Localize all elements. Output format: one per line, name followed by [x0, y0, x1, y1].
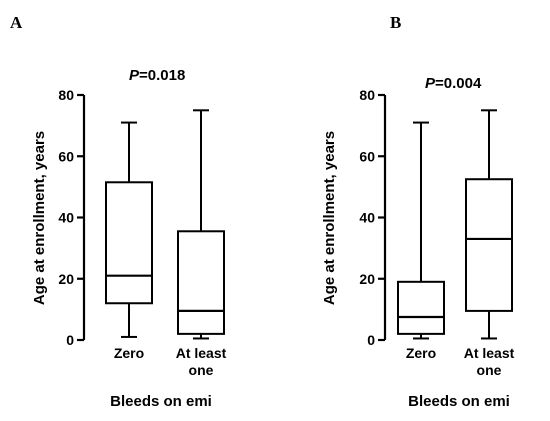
box-2: [465, 109, 513, 340]
panel-label: A: [10, 13, 23, 32]
box-2: [177, 109, 225, 340]
y-tick-label: 80: [359, 87, 375, 103]
y-tick-label: 40: [58, 210, 74, 226]
x-category-label: At least: [464, 345, 515, 361]
p-value-symbol: P: [129, 67, 140, 84]
p-value-number: =0.004: [435, 75, 482, 92]
y-tick-label: 20: [359, 271, 375, 287]
iqr-box: [105, 181, 153, 305]
iqr-box: [465, 178, 513, 312]
iqr-box: [177, 230, 225, 335]
y-tick-label: 0: [66, 332, 74, 348]
y-tick-label: 80: [58, 87, 74, 103]
y-axis-title: Age at enrollment, years: [31, 131, 48, 305]
box-1: [397, 121, 445, 340]
x-category-label: Zero: [406, 345, 436, 361]
p-value-number: =0.018: [139, 67, 185, 84]
p-value-annotation: P=0.018: [129, 67, 185, 84]
x-axis-title: Bleeds on emi: [110, 393, 212, 410]
y-axis-title: Age at enrollment, years: [321, 131, 338, 305]
box-1: [105, 121, 153, 338]
x-category-label: one: [477, 362, 502, 378]
panel-b: B P=0.004 0 20 40 60 80 Age at enrollment, year…: [321, 13, 515, 410]
x-category-label: Zero: [114, 345, 144, 361]
y-tick-label: 0: [367, 332, 375, 348]
y-tick-label: 40: [359, 210, 375, 226]
x-category-label: one: [189, 362, 214, 378]
iqr-box: [397, 280, 445, 335]
p-value-symbol: P: [425, 75, 436, 92]
x-category-label: At least: [176, 345, 227, 361]
y-tick-label: 60: [58, 148, 74, 164]
p-value-annotation: P=0.004: [425, 75, 482, 92]
panel-a: A P=0.018 0 20 40 60 80 Age at enrollment, year…: [10, 13, 227, 410]
y-tick-label: 20: [58, 271, 74, 287]
panel-label: B: [390, 13, 401, 32]
x-axis-title: Bleeds on emi: [408, 393, 510, 410]
y-tick-label: 60: [359, 148, 375, 164]
